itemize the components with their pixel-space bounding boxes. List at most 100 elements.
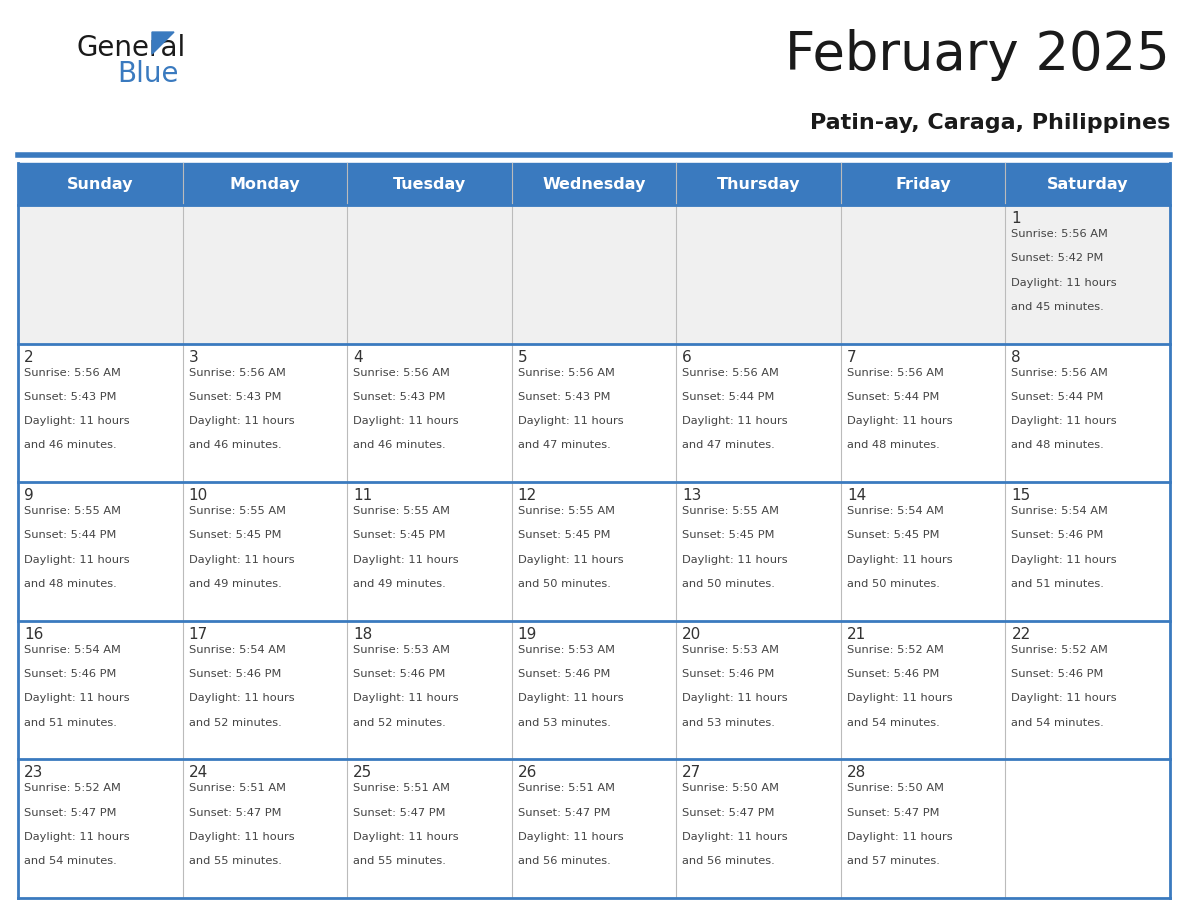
Text: Sunrise: 5:56 AM: Sunrise: 5:56 AM (847, 367, 943, 377)
Text: Daylight: 11 hours: Daylight: 11 hours (682, 416, 788, 426)
Text: 7: 7 (847, 350, 857, 364)
Text: Sunday: Sunday (67, 176, 133, 192)
Text: Daylight: 11 hours: Daylight: 11 hours (518, 416, 624, 426)
Text: 2: 2 (24, 350, 33, 364)
Text: and 54 minutes.: and 54 minutes. (847, 718, 940, 728)
Text: Daylight: 11 hours: Daylight: 11 hours (847, 416, 953, 426)
Text: and 46 minutes.: and 46 minutes. (24, 441, 116, 451)
Text: Patin-ay, Caraga, Philippines: Patin-ay, Caraga, Philippines (810, 113, 1170, 133)
Text: Daylight: 11 hours: Daylight: 11 hours (189, 554, 295, 565)
Text: and 48 minutes.: and 48 minutes. (1011, 441, 1104, 451)
Text: 3: 3 (189, 350, 198, 364)
Text: 20: 20 (682, 627, 702, 642)
Text: Sunset: 5:44 PM: Sunset: 5:44 PM (24, 531, 116, 541)
Text: Daylight: 11 hours: Daylight: 11 hours (24, 832, 129, 842)
Text: Sunrise: 5:54 AM: Sunrise: 5:54 AM (847, 506, 943, 516)
Text: 13: 13 (682, 488, 702, 503)
Text: Sunrise: 5:56 AM: Sunrise: 5:56 AM (24, 367, 121, 377)
Text: Sunset: 5:44 PM: Sunset: 5:44 PM (682, 392, 775, 402)
Text: Sunrise: 5:51 AM: Sunrise: 5:51 AM (353, 783, 450, 793)
Polygon shape (152, 32, 173, 54)
Text: and 56 minutes.: and 56 minutes. (518, 856, 611, 867)
Text: and 50 minutes.: and 50 minutes. (847, 579, 940, 589)
Text: Sunset: 5:46 PM: Sunset: 5:46 PM (1011, 531, 1104, 541)
Text: and 51 minutes.: and 51 minutes. (24, 718, 116, 728)
Text: Daylight: 11 hours: Daylight: 11 hours (518, 554, 624, 565)
Text: Friday: Friday (896, 176, 950, 192)
Text: and 49 minutes.: and 49 minutes. (353, 579, 446, 589)
Text: and 52 minutes.: and 52 minutes. (189, 718, 282, 728)
Text: 21: 21 (847, 627, 866, 642)
Bar (18, 621, 1170, 759)
Text: 11: 11 (353, 488, 372, 503)
Text: Sunrise: 5:52 AM: Sunrise: 5:52 AM (847, 644, 943, 655)
Text: Daylight: 11 hours: Daylight: 11 hours (1011, 693, 1117, 703)
Text: Sunrise: 5:56 AM: Sunrise: 5:56 AM (682, 367, 779, 377)
Text: Sunrise: 5:56 AM: Sunrise: 5:56 AM (518, 367, 614, 377)
Text: and 56 minutes.: and 56 minutes. (682, 856, 775, 867)
Text: Daylight: 11 hours: Daylight: 11 hours (682, 832, 788, 842)
Text: and 54 minutes.: and 54 minutes. (24, 856, 116, 867)
Text: Sunset: 5:46 PM: Sunset: 5:46 PM (24, 669, 116, 679)
Text: Sunrise: 5:53 AM: Sunrise: 5:53 AM (518, 644, 614, 655)
Text: and 57 minutes.: and 57 minutes. (847, 856, 940, 867)
Text: and 49 minutes.: and 49 minutes. (189, 579, 282, 589)
Text: Sunrise: 5:55 AM: Sunrise: 5:55 AM (682, 506, 779, 516)
Text: Sunset: 5:47 PM: Sunset: 5:47 PM (847, 808, 940, 818)
Text: Sunrise: 5:55 AM: Sunrise: 5:55 AM (518, 506, 614, 516)
Text: 22: 22 (1011, 627, 1031, 642)
Text: Sunrise: 5:56 AM: Sunrise: 5:56 AM (189, 367, 285, 377)
Text: Daylight: 11 hours: Daylight: 11 hours (1011, 277, 1117, 287)
Text: Sunset: 5:45 PM: Sunset: 5:45 PM (189, 531, 282, 541)
Text: Sunset: 5:46 PM: Sunset: 5:46 PM (1011, 669, 1104, 679)
Bar (676, 163, 841, 205)
Text: Sunrise: 5:51 AM: Sunrise: 5:51 AM (189, 783, 285, 793)
Text: Sunrise: 5:55 AM: Sunrise: 5:55 AM (353, 506, 450, 516)
Text: Daylight: 11 hours: Daylight: 11 hours (847, 693, 953, 703)
Bar (18, 343, 1170, 482)
Text: General: General (77, 34, 187, 62)
Text: Sunset: 5:43 PM: Sunset: 5:43 PM (518, 392, 611, 402)
Text: Sunrise: 5:56 AM: Sunrise: 5:56 AM (1011, 229, 1108, 239)
Text: Sunset: 5:46 PM: Sunset: 5:46 PM (353, 669, 446, 679)
Text: Sunset: 5:42 PM: Sunset: 5:42 PM (1011, 253, 1104, 263)
Text: Sunset: 5:46 PM: Sunset: 5:46 PM (189, 669, 280, 679)
Text: 28: 28 (847, 766, 866, 780)
Text: 25: 25 (353, 766, 372, 780)
Text: 5: 5 (518, 350, 527, 364)
Text: Daylight: 11 hours: Daylight: 11 hours (682, 693, 788, 703)
Bar (18, 163, 183, 205)
Text: Daylight: 11 hours: Daylight: 11 hours (682, 554, 788, 565)
Text: Daylight: 11 hours: Daylight: 11 hours (353, 832, 459, 842)
Text: Sunset: 5:47 PM: Sunset: 5:47 PM (24, 808, 116, 818)
Text: and 55 minutes.: and 55 minutes. (189, 856, 282, 867)
Text: 19: 19 (518, 627, 537, 642)
Text: and 50 minutes.: and 50 minutes. (682, 579, 775, 589)
Text: and 46 minutes.: and 46 minutes. (189, 441, 282, 451)
Text: and 52 minutes.: and 52 minutes. (353, 718, 446, 728)
Text: Sunrise: 5:53 AM: Sunrise: 5:53 AM (353, 644, 450, 655)
Text: 12: 12 (518, 488, 537, 503)
Text: Sunrise: 5:54 AM: Sunrise: 5:54 AM (1011, 506, 1108, 516)
Text: Daylight: 11 hours: Daylight: 11 hours (353, 693, 459, 703)
Text: Sunrise: 5:54 AM: Sunrise: 5:54 AM (189, 644, 285, 655)
Text: February 2025: February 2025 (785, 29, 1170, 82)
Text: 16: 16 (24, 627, 44, 642)
Text: Tuesday: Tuesday (393, 176, 466, 192)
Text: Daylight: 11 hours: Daylight: 11 hours (24, 554, 129, 565)
Text: Sunset: 5:44 PM: Sunset: 5:44 PM (1011, 392, 1104, 402)
Text: Daylight: 11 hours: Daylight: 11 hours (353, 554, 459, 565)
Text: and 47 minutes.: and 47 minutes. (682, 441, 775, 451)
Text: Sunrise: 5:54 AM: Sunrise: 5:54 AM (24, 644, 121, 655)
Text: Sunset: 5:47 PM: Sunset: 5:47 PM (189, 808, 282, 818)
Text: Sunset: 5:44 PM: Sunset: 5:44 PM (847, 392, 940, 402)
Text: 6: 6 (682, 350, 693, 364)
Text: and 53 minutes.: and 53 minutes. (518, 718, 611, 728)
Text: Sunset: 5:43 PM: Sunset: 5:43 PM (24, 392, 116, 402)
Text: Daylight: 11 hours: Daylight: 11 hours (189, 416, 295, 426)
Text: 17: 17 (189, 627, 208, 642)
Text: 18: 18 (353, 627, 372, 642)
Bar (18, 205, 1170, 343)
Text: Monday: Monday (229, 176, 301, 192)
Text: Sunset: 5:43 PM: Sunset: 5:43 PM (189, 392, 282, 402)
